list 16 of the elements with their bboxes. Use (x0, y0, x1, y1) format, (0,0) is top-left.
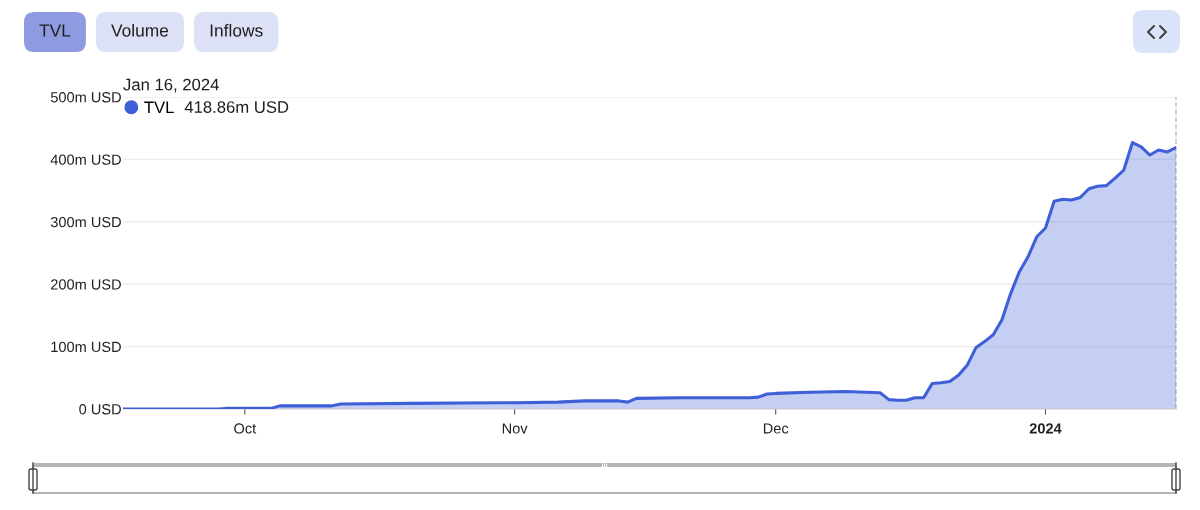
text: Volume (111, 23, 169, 37)
y-tick-label: 200m USD (51, 279, 121, 290)
x-tick-label: 2024 (1029, 423, 1062, 434)
x-tick-label: Dec (763, 423, 789, 434)
text: Jan 16, 2024 (123, 78, 219, 93)
text: TVL (39, 24, 71, 37)
y-tick-label: 100m USD (51, 341, 121, 353)
text: Inflows (210, 23, 263, 37)
x-tick-label: Oct (234, 423, 257, 434)
y-tick-label: 500m USD (50, 92, 121, 103)
legend-label: TVL (144, 101, 174, 114)
y-tick-label: 0 USD (79, 404, 121, 415)
x-tick-label: Nov (502, 423, 528, 434)
y-tick-label: 400m USD (50, 154, 121, 165)
y-tick-label: 300m USD (50, 216, 121, 228)
annotation: 418.86m USD (184, 101, 289, 113)
